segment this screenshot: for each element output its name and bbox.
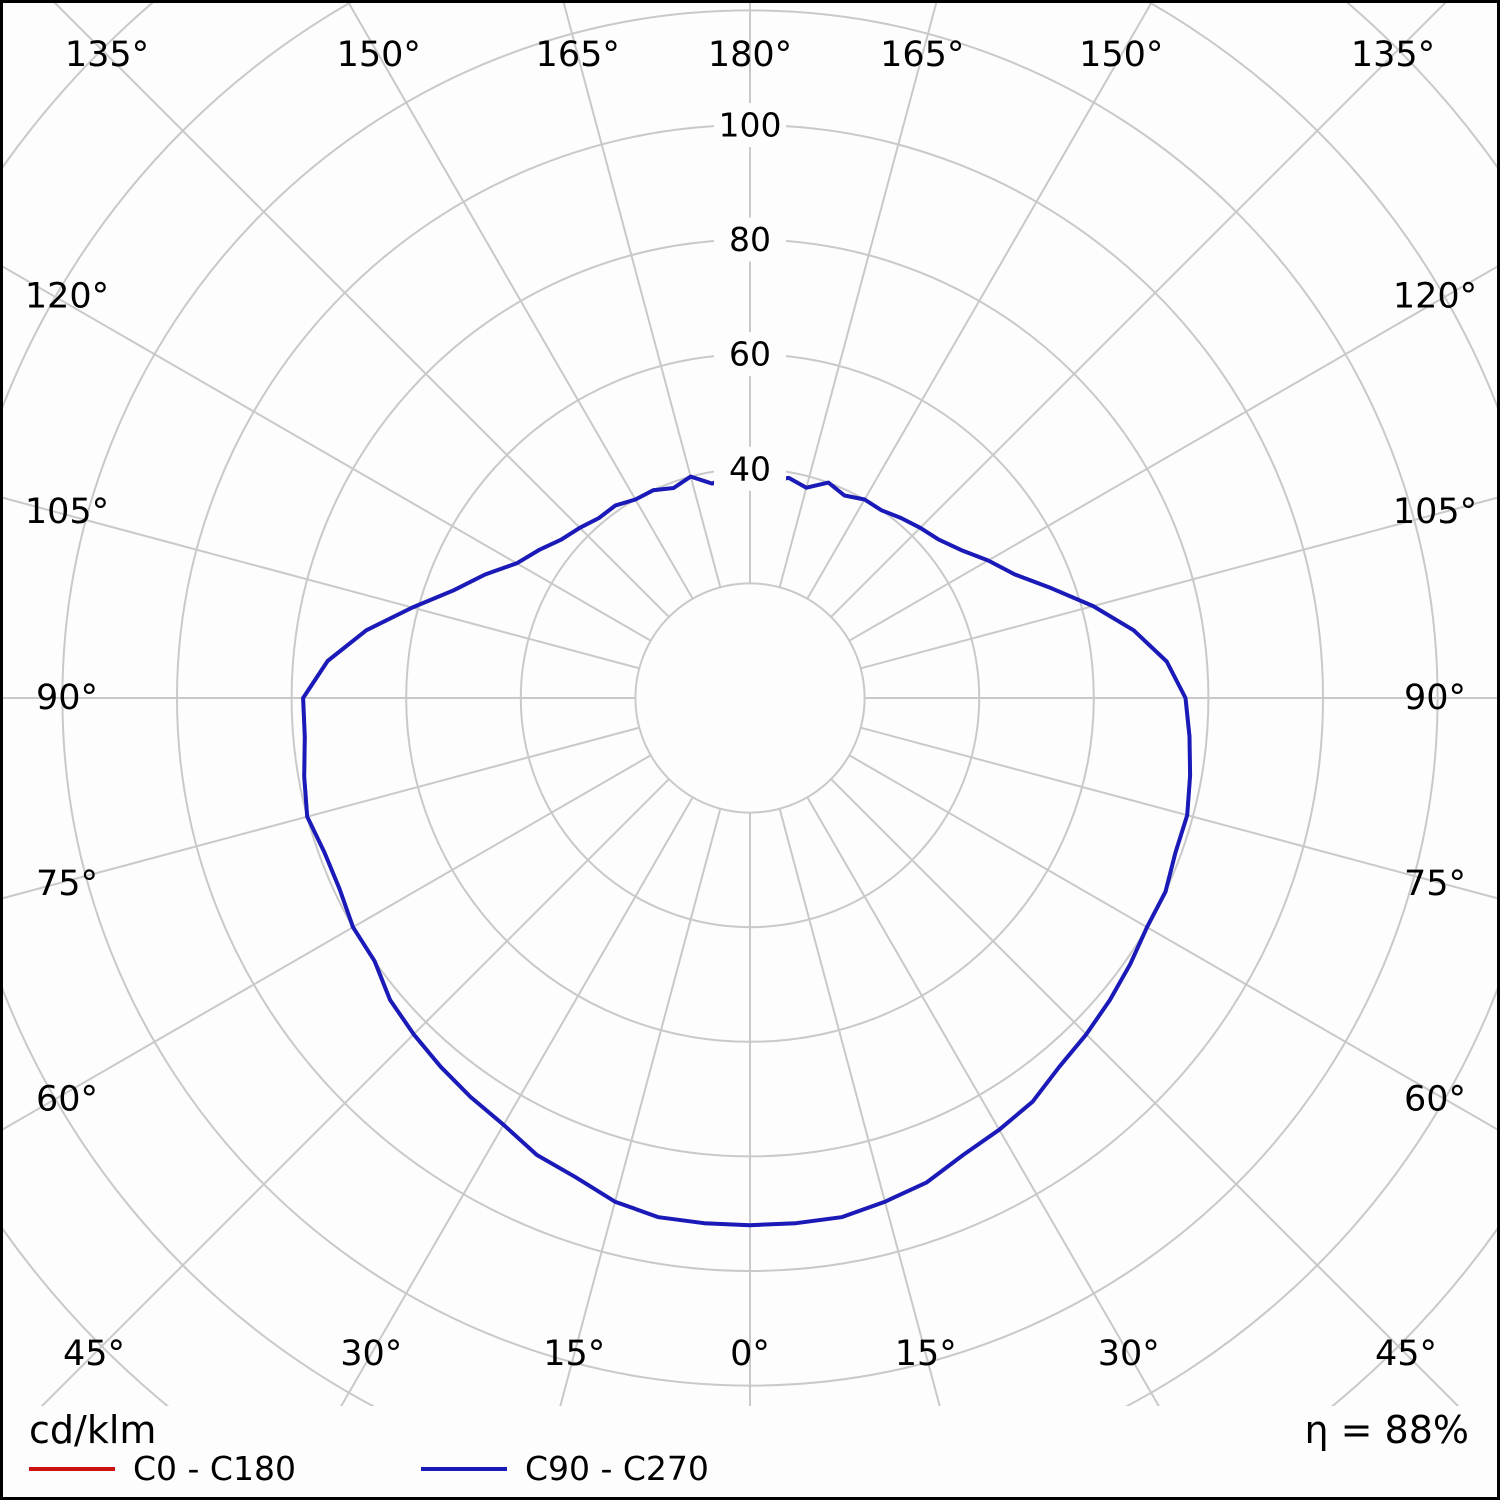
grid-spoke-120 — [848, 265, 1497, 642]
angle-tick-right-0: 0° — [730, 1334, 770, 1374]
grid-spoke-345 — [559, 808, 722, 1406]
grid-spoke-195 — [562, 3, 722, 588]
grid-spoke-45 — [830, 778, 1460, 1406]
grid-spoke-315 — [40, 778, 670, 1406]
grid-spoke-30 — [806, 796, 1160, 1406]
chart-footer: cd/klm η = 88% C0 - C180 C90 - C270 — [3, 1406, 1497, 1494]
angle-tick-right-30: 30° — [1098, 1334, 1160, 1374]
angle-tick-right-135: 135° — [1351, 35, 1435, 75]
angle-tick-right-60: 60° — [1404, 1079, 1466, 1119]
c0-c180-line-swatch — [29, 1466, 115, 1471]
radial-tick-100: 100 — [719, 106, 782, 145]
radial-tick-40: 40 — [729, 449, 771, 488]
angle-tick-left-105: 105° — [25, 492, 109, 532]
grid-spoke-15 — [778, 808, 941, 1406]
angle-tick-right-180: 180° — [708, 35, 792, 75]
grid-spoke-150 — [806, 3, 1153, 600]
grid-spoke-60 — [848, 754, 1497, 1131]
angle-tick-right-105: 105° — [1393, 492, 1477, 532]
angle-tick-left-45: 45° — [63, 1334, 125, 1374]
radial-label-mask — [714, 332, 786, 377]
angle-tick-left-90: 90° — [36, 678, 98, 718]
units-label: cd/klm — [29, 1408, 157, 1452]
legend-label-c90-c270: C90 - C270 — [524, 1449, 709, 1488]
angle-tick-left-60: 60° — [36, 1079, 98, 1119]
legend-item-c0-c180: C0 - C180 — [29, 1449, 296, 1488]
legend-item-c90-c270: C90 - C270 — [420, 1449, 709, 1488]
radial-label-mask — [714, 446, 786, 491]
polar-chart-canvas: 40 60 80 100 165° 150° 135° 120° 105° 90° 75° 60° 45… — [3, 3, 1497, 1406]
angle-tick-left-15: 15° — [543, 1334, 605, 1374]
angle-tick-right-165: 165° — [880, 35, 964, 75]
grid-spoke-225 — [53, 3, 670, 618]
legend: C0 - C180 C90 - C270 — [29, 1449, 709, 1488]
angle-tick-left-150: 150° — [337, 35, 421, 75]
grid-spoke-255 — [3, 496, 640, 670]
angle-tick-right-45: 45° — [1375, 1334, 1437, 1374]
radial-tick-60: 60 — [729, 335, 771, 374]
radial-tick-labels: 40 60 80 100 — [714, 103, 786, 491]
efficiency-label: η = 88% — [1304, 1408, 1469, 1452]
angle-tick-left-135: 135° — [65, 35, 149, 75]
angle-tick-right-75: 75° — [1404, 864, 1466, 904]
radial-label-mask — [714, 217, 786, 262]
c90-c270-curve — [301, 473, 1193, 1228]
angle-tick-left-120: 120° — [25, 277, 109, 317]
angle-tick-right-150: 150° — [1079, 35, 1163, 75]
angle-tick-right-90: 90° — [1404, 678, 1466, 718]
radial-tick-80: 80 — [729, 220, 771, 259]
radial-label-mask — [714, 103, 786, 147]
grid-spoke-300 — [3, 754, 652, 1131]
c90-c270-line-swatch — [420, 1466, 507, 1471]
grid-spoke-240 — [3, 265, 652, 642]
angle-tick-left-30: 30° — [340, 1334, 402, 1374]
grid-spoke-75 — [860, 726, 1497, 900]
angle-tick-left-75: 75° — [36, 864, 98, 904]
angle-tick-right-120: 120° — [1393, 277, 1477, 317]
grid-spoke-105 — [860, 496, 1497, 670]
angle-tick-labels: 165° 150° 135° 120° 105° 90° 75° 60° 45° 30° 15° 0°… — [25, 35, 1477, 1374]
angle-tick-left-165: 165° — [536, 35, 620, 75]
polar-chart: 40 60 80 100 165° 150° 135° 120° 105° 90° 75° 60° 45… — [3, 3, 1497, 1406]
grid-spoke-135 — [830, 3, 1447, 618]
grid-spoke-210 — [347, 3, 694, 600]
angle-tick-right-15: 15° — [895, 1334, 957, 1374]
grid-spoke-165 — [778, 3, 938, 588]
grid-spoke-285 — [3, 726, 640, 900]
legend-label-c0-c180: C0 - C180 — [133, 1449, 296, 1488]
grid-spoke-330 — [340, 796, 694, 1406]
